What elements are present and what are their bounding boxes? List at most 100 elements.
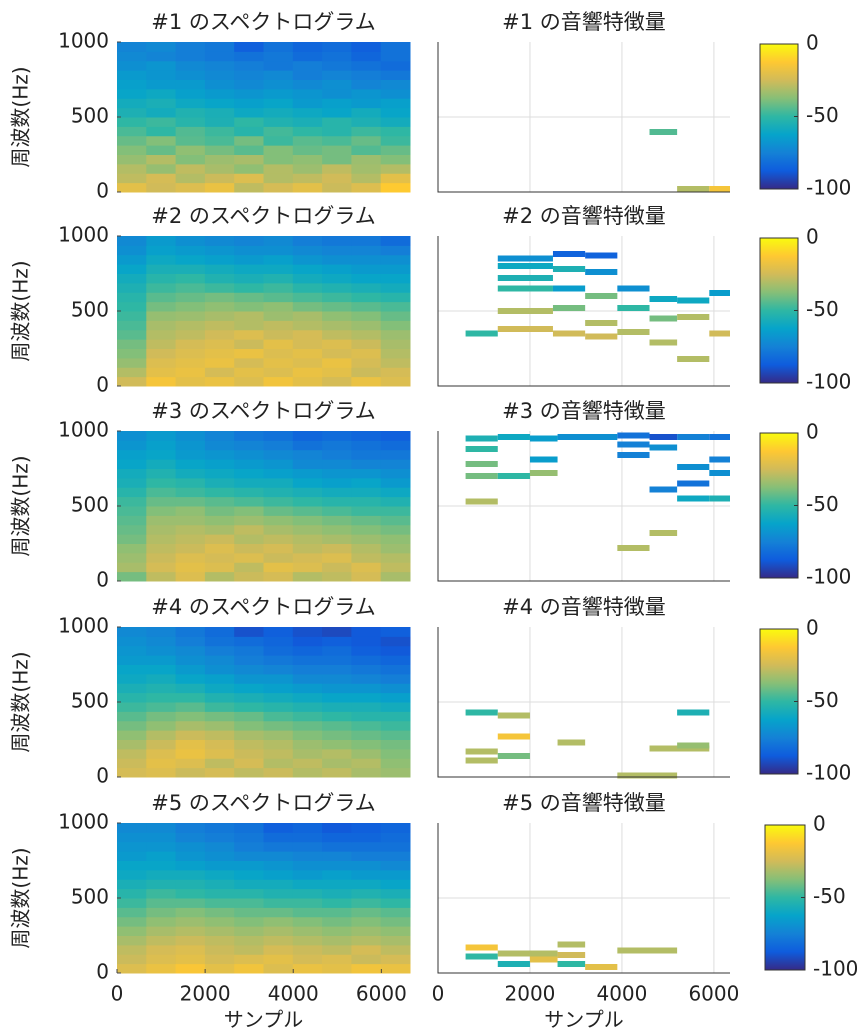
y-axis-label: 周波数(Hz) [9,260,33,361]
chart-title: #3 の音響特徴量 [502,399,666,423]
heatmap-cell [146,916,177,927]
heatmap-cell [117,376,147,387]
heatmap-cell [292,702,323,712]
heatmap-cell [292,767,323,778]
heatmap-cell [146,571,177,582]
heatmap-cell [351,282,382,293]
heatmap-cell [351,245,382,256]
colorbar [759,432,799,579]
heatmap-cell [234,739,264,750]
heatmap-cell [322,692,352,703]
heatmap-cell [322,879,352,890]
heatmap-cell [204,954,235,965]
feature-segment [552,251,586,257]
heatmap-cell [380,320,411,331]
heatmap-cell [263,376,294,387]
heatmap-cell [204,767,235,778]
heatmap-cell [263,702,294,712]
heatmap-cell [263,506,294,516]
heatmap-cell [117,926,147,936]
heatmap-cell [263,236,294,246]
heatmap-cell [117,898,147,908]
heatmap-cell [263,552,294,563]
heatmap-cell [380,311,411,321]
heatmap-cell [322,339,352,349]
heatmap-cell [117,301,147,312]
heatmap-cell [146,692,177,703]
heatmap-cell [351,963,382,974]
heatmap-cell [322,860,352,871]
heatmap-cell [322,245,352,256]
heatmap-cell [204,888,235,899]
heatmap-cell [117,79,147,90]
heatmap-cell [351,702,382,712]
heatmap-cell [175,860,206,871]
heatmap-cell [351,748,382,759]
heatmap-cell [204,841,235,852]
heatmap-cell [292,543,323,554]
heatmap-cell [117,543,147,554]
heatmap-cell [234,154,264,165]
heatmap-cell [234,477,264,488]
heatmap-cell [146,292,177,303]
heatmap-cell [117,496,147,507]
heatmap-cell [204,552,235,563]
heatmap-cell [322,51,352,62]
heatmap-cell [234,627,264,637]
heatmap-cell [175,339,206,349]
heatmap-cell [117,70,147,80]
heatmap-cell [175,636,206,647]
heatmap-cell [351,926,382,936]
heatmap-cell [204,329,235,340]
heatmap-cell [117,869,147,880]
heatmap-cell [292,515,323,526]
heatmap-cell [263,898,294,908]
heatmap-cell [351,357,382,368]
heatmap-cell [292,748,323,759]
heatmap-cell [292,954,323,965]
chart-title: #2 の音響特徴量 [502,204,666,228]
heatmap-cell [351,173,382,184]
heatmap-cell [234,683,264,694]
heatmap-cell [263,869,294,880]
heatmap-cell [146,459,177,469]
colorbar-tick-label: -100 [806,370,851,394]
heatmap-cell [146,79,177,90]
heatmap-cell [146,515,177,526]
heatmap-cell [234,320,264,331]
heatmap-cell [263,60,294,71]
heatmap-cell [117,916,147,927]
heatmap-cell [234,543,264,554]
chart-title: #3 のスペクトログラム [151,399,376,423]
heatmap-cell [322,944,352,955]
heatmap-cell [204,376,235,387]
heatmap-cell [322,571,352,582]
feature-segment [497,434,530,440]
heatmap-cell [380,720,411,731]
heatmap-cell [351,311,382,321]
heatmap-cell [351,954,382,965]
heatmap-cell [263,329,294,340]
colorbar-tick-label: 0 [806,31,819,55]
heatmap-cell [234,832,264,843]
feature-segment [649,296,678,302]
heatmap-cell [322,954,352,965]
heatmap-cell [234,487,264,498]
heatmap-cell [175,182,206,193]
heatmap-cell [146,524,177,535]
heatmap-cell [117,506,147,516]
heatmap-cell [175,376,206,387]
feature-segment [677,709,710,716]
feature-segment [649,315,678,322]
heatmap-cell [234,273,264,284]
heatmap-cell [380,154,411,165]
heatmap-cell [204,42,235,52]
heatmap-cell [175,758,206,769]
colorbar [759,628,799,775]
heatmap-cell [322,758,352,769]
heatmap-cell [175,823,206,833]
heatmap-cell [234,88,264,99]
heatmap-cell [175,916,206,927]
heatmap-cell [204,916,235,927]
heatmap-cell [146,636,177,647]
